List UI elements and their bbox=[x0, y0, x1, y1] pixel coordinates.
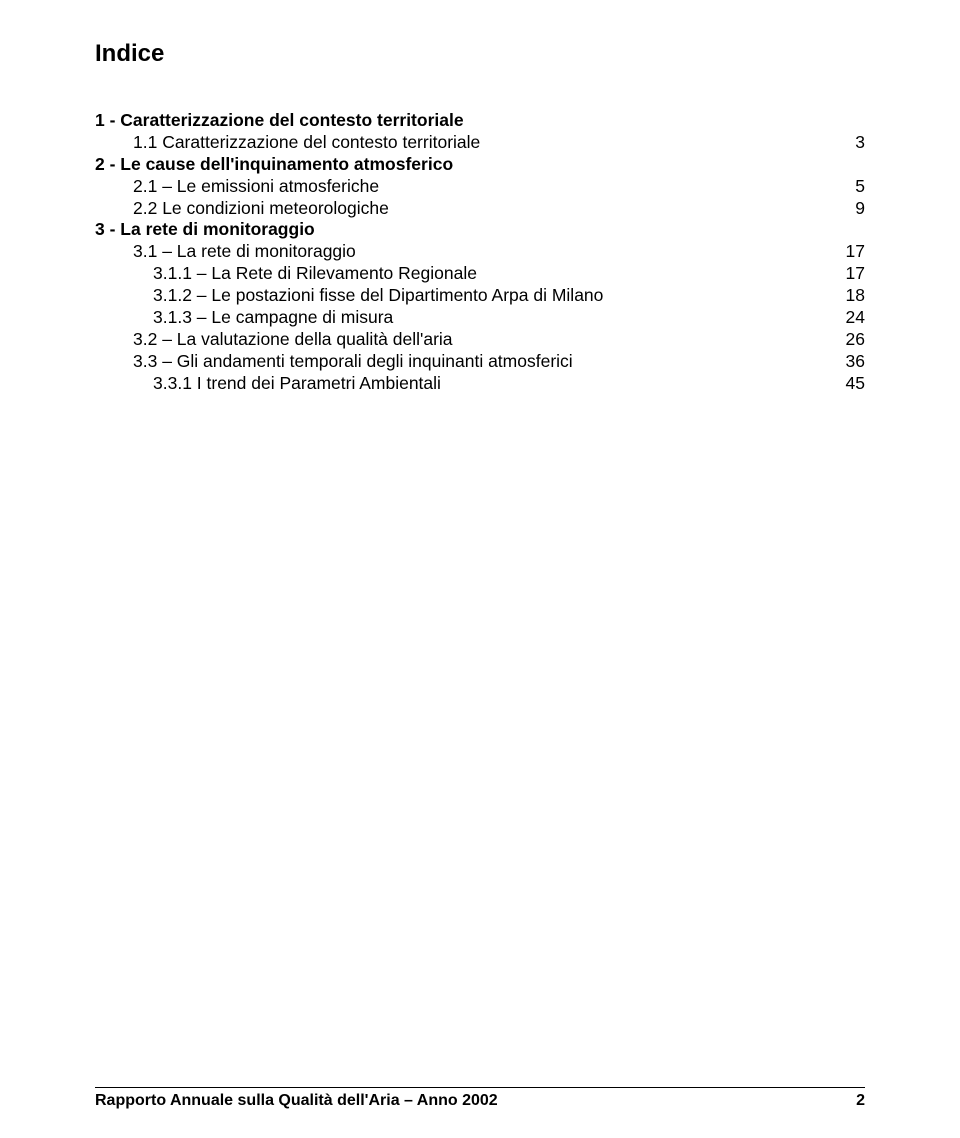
toc-page: 18 bbox=[836, 285, 865, 307]
footer-text: Rapporto Annuale sulla Qualità dell'Aria… bbox=[95, 1092, 498, 1110]
toc-entry: 3.1.1 – La Rete di Rilevamento Regionale… bbox=[95, 263, 865, 285]
toc-page: 24 bbox=[836, 307, 865, 329]
footer-page-number: 2 bbox=[856, 1092, 865, 1110]
toc-label: 3.3 – Gli andamenti temporali degli inqu… bbox=[95, 351, 836, 373]
toc-entry: 3.3.1 I trend dei Parametri Ambientali 4… bbox=[95, 373, 865, 395]
toc-entry: 3.2 – La valutazione della qualità dell'… bbox=[95, 329, 865, 351]
page: Indice 1 - Caratterizzazione del contest… bbox=[0, 0, 960, 1138]
toc-label: 3.1.1 – La Rete di Rilevamento Regionale bbox=[95, 263, 836, 285]
toc-entry: 3.1.3 – Le campagne di misura 24 bbox=[95, 307, 865, 329]
toc-entry: 2.1 – Le emissioni atmosferiche 5 bbox=[95, 176, 865, 198]
page-title: Indice bbox=[95, 40, 865, 68]
toc-label: 3.1.2 – Le postazioni fisse del Dipartim… bbox=[95, 285, 836, 307]
footer-rule bbox=[95, 1087, 865, 1088]
toc-page: 36 bbox=[836, 351, 865, 373]
toc-label: 3.2 – La valutazione della qualità dell'… bbox=[95, 329, 836, 351]
toc-page: 45 bbox=[836, 373, 865, 395]
toc-label: 3.1 – La rete di monitoraggio bbox=[95, 241, 836, 263]
toc-page: 17 bbox=[836, 263, 865, 285]
toc-label: 1 - Caratterizzazione del contesto terri… bbox=[95, 110, 837, 132]
toc-label: 1.1 Caratterizzazione del contesto terri… bbox=[95, 132, 837, 154]
toc-entry: 3.1.2 – Le postazioni fisse del Dipartim… bbox=[95, 285, 865, 307]
toc-label: 2.1 – Le emissioni atmosferiche bbox=[95, 176, 837, 198]
toc-label: 3.3.1 I trend dei Parametri Ambientali bbox=[95, 373, 836, 395]
toc-label: 2.2 Le condizioni meteorologiche bbox=[95, 198, 837, 220]
toc-entry: 2.2 Le condizioni meteorologiche 9 bbox=[95, 198, 865, 220]
toc-label: 2 - Le cause dell'inquinamento atmosferi… bbox=[95, 154, 837, 176]
table-of-contents: 1 - Caratterizzazione del contesto terri… bbox=[95, 110, 865, 394]
footer-row: Rapporto Annuale sulla Qualità dell'Aria… bbox=[95, 1092, 865, 1110]
page-footer: Rapporto Annuale sulla Qualità dell'Aria… bbox=[95, 1087, 865, 1110]
toc-entry: 1 - Caratterizzazione del contesto terri… bbox=[95, 110, 865, 132]
toc-entry: 2 - Le cause dell'inquinamento atmosferi… bbox=[95, 154, 865, 176]
toc-entry: 1.1 Caratterizzazione del contesto terri… bbox=[95, 132, 865, 154]
toc-page: 3 bbox=[837, 132, 865, 154]
toc-page: 26 bbox=[836, 329, 865, 351]
toc-label: 3 - La rete di monitoraggio bbox=[95, 219, 837, 241]
toc-page: 9 bbox=[837, 198, 865, 220]
toc-entry: 3.1 – La rete di monitoraggio 17 bbox=[95, 241, 865, 263]
toc-entry: 3.3 – Gli andamenti temporali degli inqu… bbox=[95, 351, 865, 373]
toc-page: 17 bbox=[836, 241, 865, 263]
toc-label: 3.1.3 – Le campagne di misura bbox=[95, 307, 836, 329]
toc-entry: 3 - La rete di monitoraggio bbox=[95, 219, 865, 241]
toc-page: 5 bbox=[837, 176, 865, 198]
